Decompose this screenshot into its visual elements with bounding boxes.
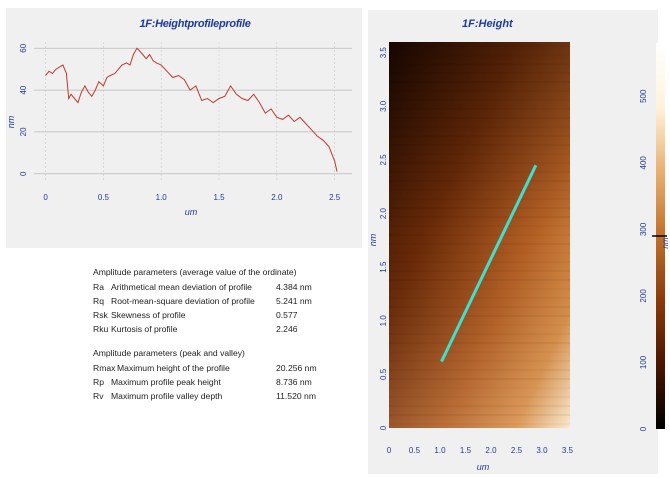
profile-x-tick-label: 0 [43, 193, 48, 202]
profile-y-axis-label: nm [6, 115, 16, 128]
param-value: 11.520 nm [276, 391, 316, 401]
height-map-y-tick-label: 1.0 [379, 315, 388, 327]
height-map-x-axis-label: um [477, 462, 490, 472]
param-symbol: Rsk [93, 310, 108, 320]
param-value: 4.384 nm [276, 282, 312, 292]
height-map-x-tick-label: 3.0 [536, 446, 548, 455]
profile-x-tick-label: 2.5 [329, 193, 341, 202]
height-map-x-tick-label: 3.5 [562, 446, 574, 455]
colorbar-tick-label: 100 [639, 355, 648, 369]
colorbar-tick-label: 0 [639, 426, 648, 431]
height-map-scan-lines [389, 45, 570, 425]
profile-series-line [45, 47, 338, 172]
height-map-x-tick-label: 0.5 [409, 446, 421, 455]
height-map-y-tick-label: 3.0 [379, 100, 388, 112]
param-description: Maximum height of the profile [117, 363, 230, 373]
profile-x-tick-label: 1.5 [213, 193, 225, 202]
profile-x-tick-label: 1.0 [156, 193, 168, 202]
param-value: 8.736 nm [276, 377, 312, 387]
param-symbol: Rmax [93, 363, 116, 373]
param-description: Kurtosis of profile [111, 324, 178, 334]
amplitude-avg-header: Amplitude parameters (average value of t… [93, 267, 297, 277]
param-description: Maximum profile peak height [111, 377, 221, 387]
profile-y-tick-label: 60 [19, 43, 28, 52]
amplitude-pv-header: Amplitude parameters (peak and valley) [93, 348, 245, 358]
param-symbol: Rq [93, 296, 104, 306]
profile-y-tick-label: 0 [19, 171, 28, 176]
height-map-y-tick-label: 2.0 [379, 207, 388, 219]
param-value: 2.246 [276, 324, 298, 334]
profile-x-tick-label: 2.0 [271, 193, 283, 202]
profile-x-axis-label: um [185, 207, 198, 217]
colorbar-tick-label: 500 [639, 89, 648, 103]
colorbar-ticks: 0 100 200 300 400 500 [639, 89, 648, 431]
height-map-shading [389, 42, 570, 428]
height-map-title: 1F:Height [462, 18, 513, 30]
param-value: 5.241 nm [276, 296, 312, 306]
height-map-x-tick-label: 1.5 [460, 446, 472, 455]
height-map-y-tick-label: 2.5 [379, 154, 388, 166]
profile-y-tick-label: 20 [19, 127, 28, 136]
param-description: Root-mean-square deviation of profile [111, 296, 255, 306]
param-value: 0.577 [276, 310, 298, 320]
param-symbol: Rku [93, 324, 109, 334]
height-map-x-tick-label: 2.0 [485, 446, 497, 455]
height-map-x-tick-label: 0 [387, 446, 392, 455]
colorbar-tick-label: 400 [639, 156, 648, 170]
height-map-y-tick-label: 1.5 [379, 261, 388, 273]
profile-cut-line[interactable] [440, 164, 538, 363]
param-symbol: Rp [93, 377, 104, 387]
param-value: 20.256 nm [276, 363, 317, 373]
param-symbol: Ra [93, 282, 104, 292]
profile-chart-title: 1F:Heightprofileprofile [139, 18, 251, 30]
profile-ticks: 0 20 40 60 0 0.5 1.0 1.5 2.0 2.5 [19, 43, 341, 202]
colorbar-tick-label: 200 [639, 289, 648, 303]
colorbar-tick-label: 300 [639, 222, 648, 236]
height-map-y-tick-label: 3.5 [379, 47, 388, 59]
profile-y-tick-label: 40 [19, 85, 28, 94]
height-map-y-tick-label: 0 [379, 425, 388, 430]
colorbar-unit-label: nm [661, 237, 670, 248]
height-map-y-axis-label: nm [368, 233, 378, 246]
height-map-x-tick-label: 2.5 [511, 446, 523, 455]
height-map-y-tick-label: 0.5 [379, 368, 388, 380]
profile-x-tick-label: 0.5 [98, 193, 110, 202]
height-map-x-tick-label: 1.0 [434, 446, 446, 455]
param-description: Skewness of profile [111, 310, 186, 320]
param-description: Arithmetical mean deviation of profile [111, 282, 252, 292]
param-symbol: Rv [93, 391, 104, 401]
param-description: Maximum profile valley depth [111, 391, 223, 401]
height-map-ticks: 0 0.5 1.0 1.5 2.0 2.5 3.0 3.5 0 0.5 1.0 1.5 2.0 2.5 3.… [379, 47, 574, 455]
